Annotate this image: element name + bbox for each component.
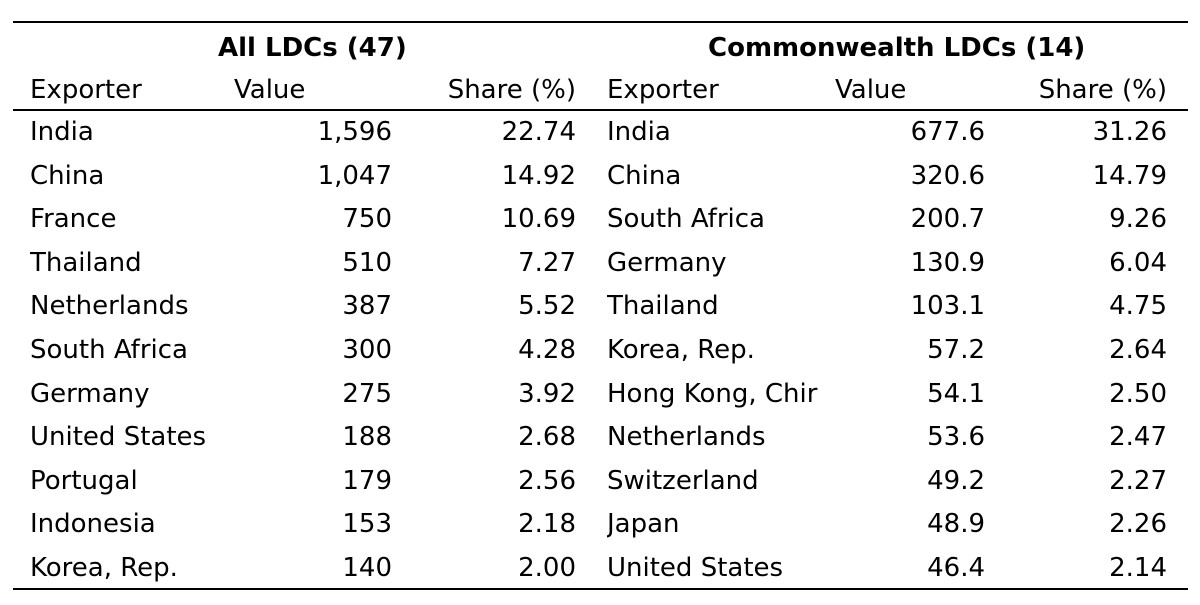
value-cell-right: 57.2 (927, 335, 985, 365)
value-cell-right: 130.9 (910, 248, 985, 278)
exporter-cell-right: Thailand (607, 291, 719, 321)
value-cell-left: 140 (342, 553, 392, 583)
exporter-cell-left: Korea, Rep. (30, 553, 178, 583)
value-cell-right: 46.4 (927, 553, 985, 583)
exporter-cell-right: Hong Kong, Chir (607, 379, 818, 409)
value-cell-right: 320.6 (910, 161, 985, 191)
exporter-cell-right: South Africa (607, 204, 765, 234)
share-cell-right: 9.26 (1109, 204, 1167, 234)
value-cell-left: 300 (342, 335, 392, 365)
value-cell-left: 387 (342, 291, 392, 321)
share-cell-right: 2.26 (1109, 509, 1167, 539)
exporter-cell-left: South Africa (30, 335, 188, 365)
share-cell-right: 31.26 (1092, 117, 1167, 147)
share-cell-left: 2.68 (518, 422, 576, 452)
value-cell-right: 103.1 (910, 291, 985, 321)
share-cell-left: 22.74 (501, 117, 576, 147)
value-cell-left: 275 (342, 379, 392, 409)
exporter-cell-left: China (30, 161, 105, 191)
value-cell-right: 200.7 (910, 204, 985, 234)
share-cell-left: 5.52 (518, 291, 576, 321)
share-cell-left: 2.18 (518, 509, 576, 539)
share-cell-right: 4.75 (1109, 291, 1167, 321)
share-cell-right: 2.47 (1109, 422, 1167, 452)
value-cell-left: 750 (342, 204, 392, 234)
group-header-all-ldcs: All LDCs (47) (218, 33, 407, 63)
share-cell-left: 2.00 (518, 553, 576, 583)
exporter-cell-left: United States (30, 422, 207, 452)
value-cell-right: 677.6 (910, 117, 985, 147)
col-header-share-right: Share (%) (1038, 75, 1167, 105)
value-cell-left: 510 (342, 248, 392, 278)
value-cell-right: 54.1 (927, 379, 985, 409)
share-cell-left: 10.69 (501, 204, 576, 234)
value-cell-right: 53.6 (927, 422, 985, 452)
col-header-value-left: Value (234, 75, 306, 105)
share-cell-right: 2.14 (1109, 553, 1167, 583)
value-cell-left: 1,596 (317, 117, 392, 147)
exporter-cell-left: France (30, 204, 117, 234)
exporter-cell-right: United States (607, 553, 784, 583)
share-cell-left: 3.92 (518, 379, 576, 409)
exporter-cell-right: India (607, 117, 671, 147)
col-header-share-left: Share (%) (447, 75, 576, 105)
share-cell-left: 14.92 (501, 161, 576, 191)
exporter-cell-right: Germany (607, 248, 727, 278)
header-rule (13, 109, 1188, 111)
exporter-cell-left: Germany (30, 379, 150, 409)
col-header-value-right: Value (835, 75, 907, 105)
exporter-cell-left: India (30, 117, 94, 147)
exporter-cell-left: Thailand (30, 248, 142, 278)
value-cell-left: 188 (342, 422, 392, 452)
col-header-exporter-left: Exporter (30, 75, 142, 105)
exporter-cell-right: Japan (607, 509, 680, 539)
exporter-cell-left: Netherlands (30, 291, 189, 321)
value-cell-left: 153 (342, 509, 392, 539)
value-cell-left: 179 (342, 466, 392, 496)
col-header-exporter-right: Exporter (607, 75, 719, 105)
exporter-cell-right: Switzerland (607, 466, 759, 496)
exporter-cell-right: Korea, Rep. (607, 335, 755, 365)
exporter-cell-right: China (607, 161, 682, 191)
share-cell-right: 2.27 (1109, 466, 1167, 496)
share-cell-right: 6.04 (1109, 248, 1167, 278)
exporter-cell-left: Indonesia (30, 509, 156, 539)
share-cell-left: 7.27 (518, 248, 576, 278)
group-header-commonwealth-ldcs: Commonwealth LDCs (14) (708, 33, 1086, 63)
top-rule (13, 21, 1188, 23)
exporter-cell-left: Portugal (30, 466, 138, 496)
value-cell-left: 1,047 (317, 161, 392, 191)
share-cell-right: 2.64 (1109, 335, 1167, 365)
value-cell-right: 48.9 (927, 509, 985, 539)
share-cell-left: 4.28 (518, 335, 576, 365)
value-cell-right: 49.2 (927, 466, 985, 496)
exporter-cell-right: Netherlands (607, 422, 766, 452)
share-cell-right: 14.79 (1092, 161, 1167, 191)
share-cell-right: 2.50 (1109, 379, 1167, 409)
bottom-rule (13, 588, 1188, 590)
share-cell-left: 2.56 (518, 466, 576, 496)
